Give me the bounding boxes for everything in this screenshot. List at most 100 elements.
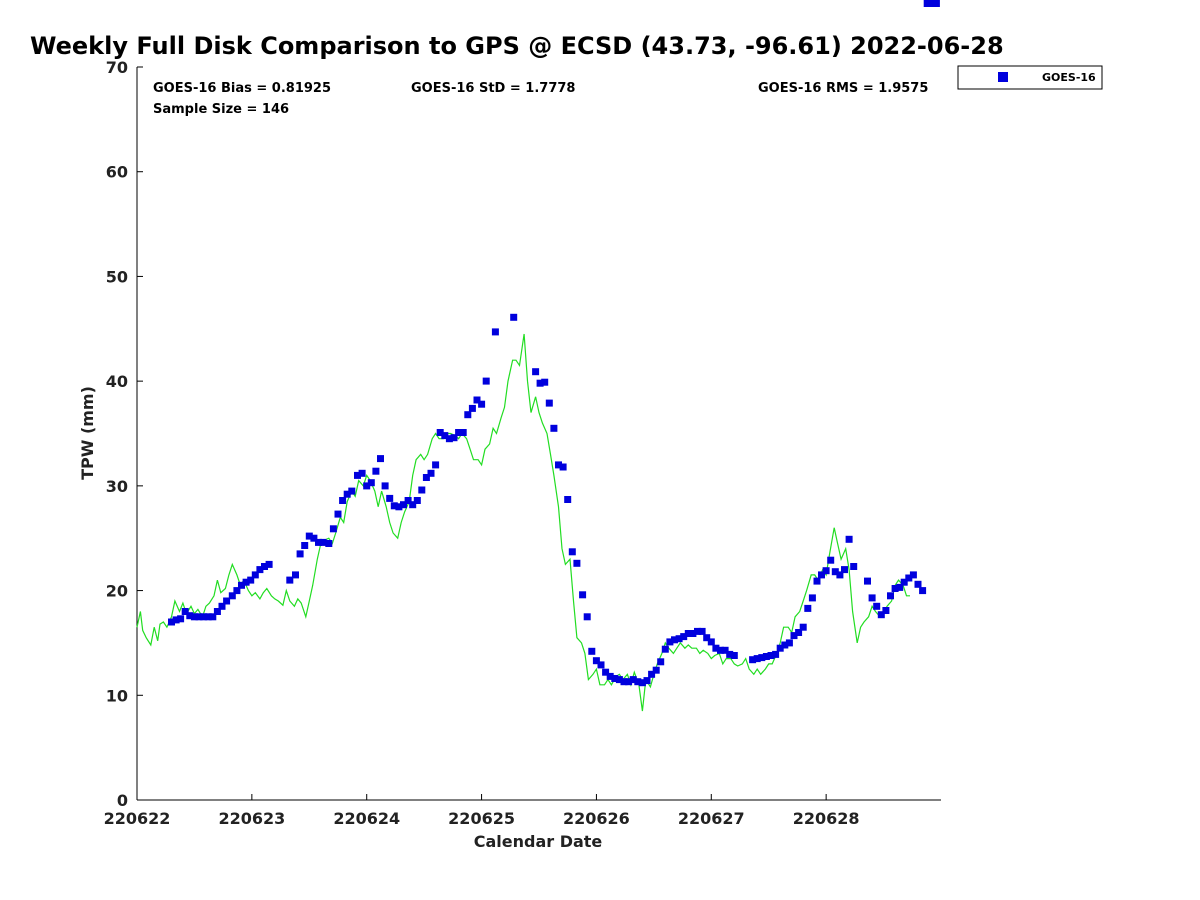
- goes16-point: [790, 632, 798, 640]
- goes16-point: [822, 567, 830, 575]
- goes16-point: [583, 613, 591, 621]
- goes16-point: [195, 613, 203, 621]
- goes16-point: [730, 652, 738, 659]
- goes16-point: [675, 635, 683, 643]
- goes16-point: [325, 540, 333, 547]
- goes16-point: [620, 678, 628, 686]
- legend: GOES-16: [957, 65, 1103, 90]
- goes16-point: [372, 467, 380, 475]
- y-tick-label: 70: [106, 58, 128, 77]
- goes16-point: [358, 469, 366, 477]
- goes16-point: [427, 469, 435, 477]
- x-tick-label: 220623: [218, 809, 285, 828]
- goes16-point: [868, 594, 876, 602]
- goes16-point: [643, 677, 651, 685]
- goes16-point: [422, 474, 430, 481]
- goes16-point: [611, 675, 619, 682]
- x-tick-label: 220627: [678, 809, 745, 828]
- goes16-point: [694, 627, 701, 635]
- goes16-point: [296, 550, 304, 558]
- goes16-point: [652, 666, 660, 674]
- goes16-point: [717, 646, 724, 654]
- goes16-point: [218, 602, 226, 610]
- goes16-point: [721, 646, 729, 654]
- goes16-point: [726, 650, 734, 658]
- goes16-point: [845, 535, 853, 543]
- goes16-point: [634, 678, 642, 686]
- goes16-point: [536, 379, 544, 387]
- goes16-point: [256, 566, 264, 574]
- y-tick-label: 20: [106, 582, 128, 601]
- goes16-point: [310, 534, 318, 542]
- goes16-point: [177, 615, 185, 623]
- goes16-point: [238, 581, 245, 589]
- y-tick-label: 0: [117, 791, 128, 810]
- goes16-point: [339, 497, 347, 504]
- stat-std: GOES-16 StD = 1.7778: [411, 81, 575, 96]
- goes16-point: [657, 658, 665, 666]
- gps-series-line: [136, 333, 910, 712]
- goes16-point: [228, 592, 236, 600]
- goes16-point: [377, 455, 384, 463]
- goes16-point: [568, 548, 576, 556]
- goes16-point: [441, 432, 449, 440]
- goes16-point: [671, 636, 678, 644]
- goes16-point: [334, 510, 342, 518]
- goes16-point: [781, 641, 789, 649]
- goes16-point: [450, 434, 458, 442]
- goes16-point: [928, 0, 936, 7]
- goes16-point: [510, 313, 518, 321]
- goes16-point: [712, 644, 720, 652]
- y-tick-label: 50: [106, 267, 128, 286]
- goes16-point: [767, 652, 775, 659]
- x-tick-label: 220622: [104, 809, 171, 828]
- goes16-point: [703, 634, 711, 642]
- goes16-point: [190, 613, 198, 621]
- goes16-point: [909, 571, 917, 579]
- goes16-point: [386, 494, 394, 502]
- goes16-point: [286, 576, 294, 584]
- x-axis-ticks: 220622 220623 220624 220625 220626 220627 2206…: [104, 794, 860, 828]
- plot-frame: [136, 67, 941, 801]
- x-tick-label: 220626: [563, 809, 630, 828]
- goes16-point: [186, 612, 194, 620]
- goes16-point: [873, 602, 881, 610]
- goes16-point: [395, 503, 403, 511]
- goes16-point: [864, 577, 871, 585]
- y-tick-label: 10: [106, 686, 128, 705]
- goes16-point: [758, 654, 766, 662]
- goes16-point: [684, 630, 692, 637]
- stat-bias: GOES-16 Bias = 0.81925: [153, 81, 331, 96]
- goes16-point: [661, 645, 669, 653]
- goes16-point: [606, 672, 614, 680]
- goes16-point: [209, 613, 217, 621]
- stat-rms: GOES-16 RMS = 1.9575: [758, 81, 928, 96]
- chart-title: Weekly Full Disk Comparison to GPS @ ECS…: [30, 32, 1004, 60]
- y-axis-label: TPW (mm): [78, 386, 97, 480]
- goes16-point: [445, 435, 453, 443]
- goes16-point: [896, 583, 904, 591]
- goes16-point: [261, 563, 268, 570]
- goes16-point: [482, 377, 490, 385]
- goes16-point: [638, 679, 646, 687]
- x-tick-label: 220625: [448, 809, 515, 828]
- goes16-point: [648, 670, 656, 678]
- goes16-point: [213, 608, 221, 615]
- goes16-point: [200, 613, 208, 621]
- goes16-point: [354, 471, 361, 479]
- goes16-point: [850, 563, 858, 570]
- goes16-point: [247, 576, 255, 584]
- goes16-point: [666, 638, 674, 646]
- goes16-point: [689, 630, 697, 637]
- goes16-point: [172, 616, 180, 624]
- goes16-point: [532, 368, 540, 376]
- y-tick-label: 30: [106, 477, 128, 496]
- goes16-point: [409, 501, 417, 509]
- goes16-point: [363, 482, 371, 490]
- goes16-point: [550, 424, 558, 432]
- goes16-point: [204, 613, 212, 621]
- goes16-point: [753, 655, 761, 663]
- goes16-point: [390, 502, 398, 510]
- goes16-point: [432, 461, 440, 469]
- goes16-point: [367, 479, 375, 487]
